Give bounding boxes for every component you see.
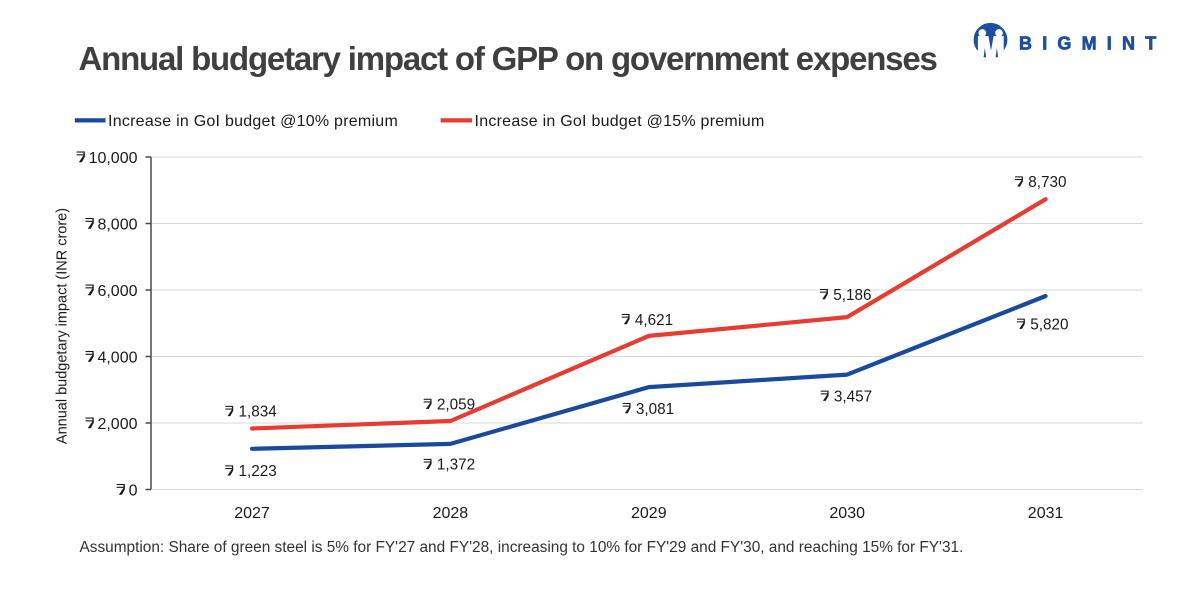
svg-text:6,000: 6,000: [97, 283, 137, 300]
svg-text:1,372: 1,372: [437, 457, 475, 474]
svg-text:1,223: 1,223: [239, 463, 277, 480]
svg-text:5,186: 5,186: [833, 287, 871, 304]
svg-text:3,081: 3,081: [636, 401, 674, 418]
svg-text:0: 0: [129, 482, 138, 499]
svg-text:4,000: 4,000: [97, 349, 137, 366]
svg-text:2,000: 2,000: [97, 416, 137, 433]
svg-text:2031: 2031: [1028, 505, 1064, 522]
svg-text:4,621: 4,621: [635, 312, 673, 329]
svg-text:Increase in GoI budget @10% pr: Increase in GoI budget @10% premium: [108, 113, 398, 130]
svg-text:2029: 2029: [631, 505, 667, 522]
svg-text:2,059: 2,059: [437, 397, 475, 414]
svg-text:8,000: 8,000: [97, 216, 137, 233]
svg-text:Annual budgetary impact (INR c: Annual budgetary impact (INR crore): [55, 208, 71, 444]
svg-text:2028: 2028: [433, 505, 469, 522]
svg-text:Increase in GoI budget @15% pr: Increase in GoI budget @15% premium: [475, 113, 765, 130]
svg-text:8,730: 8,730: [1028, 174, 1066, 191]
svg-text:BIGMINT: BIGMINT: [1019, 34, 1166, 54]
svg-text:2027: 2027: [234, 505, 270, 522]
svg-text:5,820: 5,820: [1030, 317, 1068, 334]
svg-text:1,834: 1,834: [239, 404, 278, 421]
svg-text:10,000: 10,000: [89, 150, 138, 167]
svg-text:Assumption: Share of green ste: Assumption: Share of green steel is 5% f…: [80, 539, 964, 556]
svg-text:Annual budgetary impact of GPP: Annual budgetary impact of GPP on govern…: [79, 40, 937, 77]
svg-text:3,457: 3,457: [834, 389, 872, 406]
svg-text:2030: 2030: [829, 505, 865, 522]
